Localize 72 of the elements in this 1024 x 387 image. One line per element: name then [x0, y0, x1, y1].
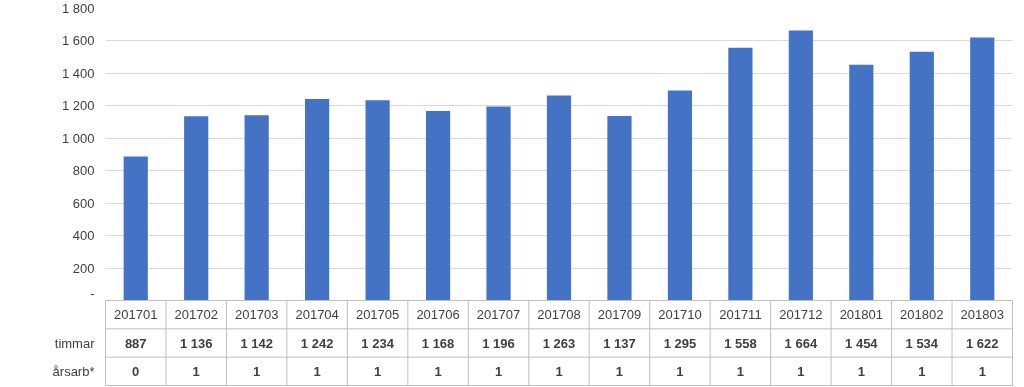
y-tick-label: 1 000 [61, 130, 95, 146]
bar [244, 115, 269, 300]
data-label: 0 [132, 363, 140, 379]
data-label: 1 [676, 363, 684, 379]
bar [486, 106, 511, 300]
x-tick-label: 201712 [779, 307, 823, 323]
bar [546, 95, 572, 300]
text: årsarb* [52, 363, 95, 379]
x-tick-label: 201711 [719, 307, 762, 323]
x-tick-label: 201701 [114, 307, 158, 323]
data-label: 1 168 [421, 335, 455, 351]
y-tick-label: 800 [72, 163, 95, 179]
data-label: 1 622 [966, 335, 999, 351]
x-tick-label: 201706 [416, 307, 460, 323]
data-label: 1 137 [603, 335, 636, 351]
data-label: 1 [192, 363, 200, 379]
y-tick-label: 1 600 [61, 33, 95, 49]
data-label: 1 [615, 363, 624, 379]
data-label: 1 [313, 363, 321, 379]
data-label: 1 [797, 363, 805, 379]
bar [123, 156, 148, 300]
x-tick-label: 201707 [476, 307, 521, 323]
bar [305, 99, 330, 300]
bar [970, 37, 995, 300]
bar [607, 116, 632, 300]
x-tick-label: 201703 [234, 307, 279, 323]
x-tick-label: 201704 [295, 307, 339, 323]
x-tick-label: 201705 [355, 307, 400, 323]
data-label: 1 263 [542, 335, 576, 351]
x-tick-label: 201803 [960, 307, 1004, 323]
y-tick-label: 1 800 [61, 1, 95, 16]
text: timmar [54, 335, 96, 351]
bar [667, 90, 693, 300]
data-label: 1 136 [179, 335, 213, 351]
bar [425, 111, 451, 300]
data-label: 1 196 [482, 335, 515, 351]
data-label: 1 234 [361, 335, 395, 351]
data-label: 887 [124, 335, 147, 351]
x-tick-label: 201801 [839, 307, 884, 323]
data-label: 1 [253, 363, 261, 379]
data-label: 1 [736, 363, 745, 379]
y-tick-label: 400 [72, 228, 95, 244]
x-tick-label: 201710 [658, 307, 702, 323]
y-tick-label: 600 [72, 195, 95, 211]
bar [849, 64, 874, 300]
x-tick-label: 201702 [174, 307, 218, 323]
y-tick-label: - [90, 285, 95, 301]
data-label: 1 295 [663, 335, 697, 351]
data-label: 1 [434, 363, 442, 379]
data-label: 1 [555, 363, 563, 379]
data-label: 1 [857, 363, 865, 379]
data-label: 1 [978, 363, 986, 379]
y-tick-label: 1 400 [61, 65, 95, 81]
x-tick-label: 201709 [597, 307, 642, 323]
data-label: 1 242 [300, 335, 334, 351]
bar [365, 100, 390, 300]
data-label: 1 [373, 363, 382, 379]
x-tick-label: 201708 [537, 307, 581, 323]
data-label: 1 142 [240, 335, 273, 351]
data-label: 1 [494, 363, 503, 379]
data-label: 1 454 [845, 335, 879, 351]
x-tick-label: 201802 [900, 307, 944, 323]
data-label: 1 [918, 363, 926, 379]
bar [909, 51, 934, 300]
y-tick-label: 1 200 [61, 98, 95, 114]
data-label: 1 664 [784, 335, 818, 351]
data-label: 1 534 [905, 335, 939, 351]
y-tick-label: 200 [72, 260, 95, 276]
bar [184, 116, 209, 300]
data-label: 1 558 [724, 335, 757, 351]
bar [728, 47, 753, 300]
bar [788, 30, 813, 300]
